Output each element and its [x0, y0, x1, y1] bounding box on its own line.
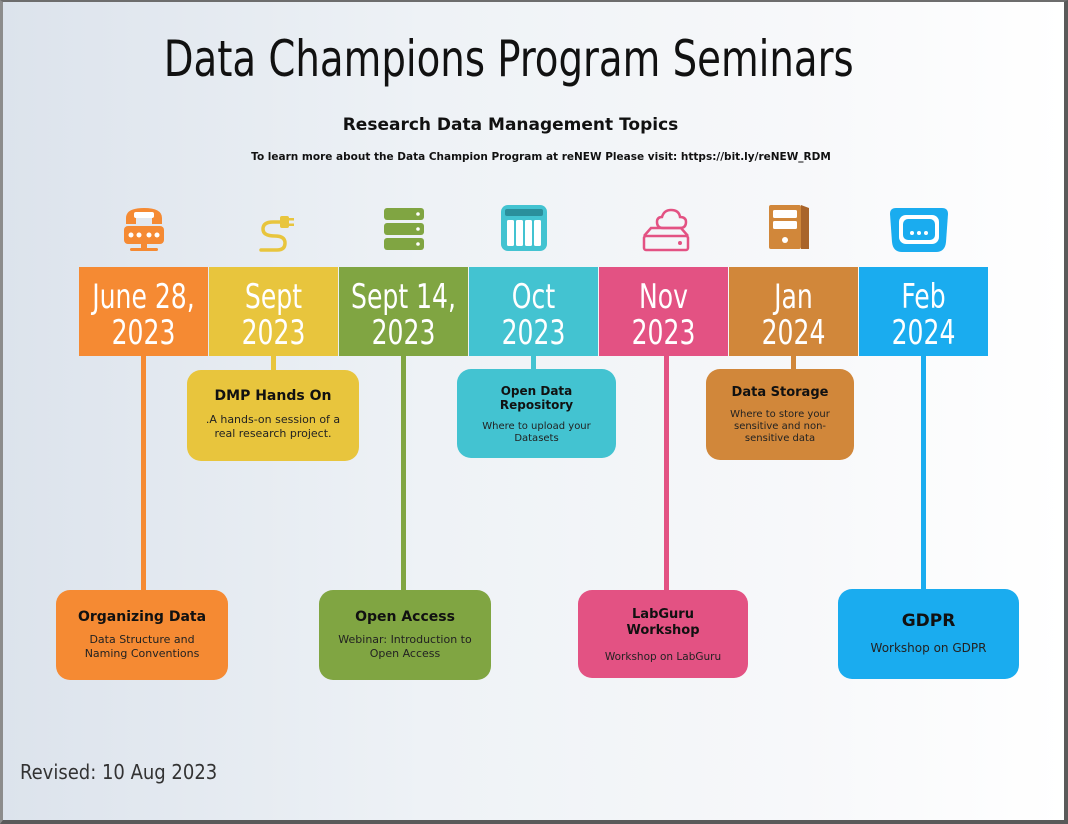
date-jan-2024: Jan 2024: [729, 267, 858, 356]
date-line: Nov: [639, 277, 688, 317]
date-year: 2023: [111, 313, 176, 353]
telephone-icon: [124, 208, 164, 251]
connector-line: [531, 356, 536, 374]
info-text: To learn more about the Data Champion Pr…: [251, 151, 831, 163]
connector-line: [921, 356, 926, 594]
date-line: June 28,: [92, 277, 195, 317]
event-card-open-access: Open Access Webinar: Introduction to Ope…: [319, 590, 491, 680]
storage-drive-icon: [501, 205, 547, 251]
server-stack-icon: [384, 208, 424, 250]
event-description: .A hands-on session of a real research p…: [205, 413, 341, 440]
computer-tower-icon: [769, 205, 809, 249]
event-description: Workshop on LabGuru: [604, 651, 722, 663]
connector-line: [141, 356, 146, 594]
connector-line: [271, 356, 276, 374]
event-description: Data Structure and Naming Conventions: [84, 633, 200, 660]
event-title: DMP Hands On: [214, 388, 332, 404]
event-description: Where to upload your Datasets: [482, 421, 591, 444]
event-description: Where to store your sensitive and non-se…: [730, 409, 830, 444]
date-line: Feb: [901, 277, 946, 317]
page-subtitle: Research Data Management Topics: [342, 115, 679, 135]
event-card-data-storage: Data Storage Where to store your sensiti…: [706, 369, 854, 460]
event-title: Open Data Repository: [499, 384, 574, 412]
event-card-labguru-workshop: LabGuru Workshop Workshop on LabGuru: [578, 590, 748, 678]
connector-line: [401, 356, 406, 594]
event-description: Webinar: Introduction to Open Access: [338, 633, 472, 660]
date-year: 2024: [761, 313, 826, 353]
revision-date: Revised: 10 Aug 2023: [20, 760, 218, 784]
event-description: Workshop on GDPR: [870, 641, 987, 655]
date-line: Oct: [511, 277, 556, 317]
date-sept-2023: Sept 2023: [209, 267, 338, 356]
date-nov-2023: Nov 2023: [599, 267, 728, 356]
date-line: Sept 14,: [351, 277, 456, 317]
event-title: LabGuru Workshop: [626, 607, 700, 638]
timeline-poster: Data Champions Program Seminars Research…: [3, 2, 1064, 820]
page-title: Data Champions Program Seminars: [163, 30, 854, 88]
date-oct-2023: Oct 2023: [469, 267, 598, 356]
monitor-icon: [890, 208, 948, 252]
event-card-organizing-data: Organizing Data Data Structure and Namin…: [56, 590, 228, 680]
connector-line: [664, 356, 669, 594]
date-year: 2023: [631, 313, 696, 353]
event-card-open-data-repository: Open Data Repository Where to upload you…: [457, 369, 616, 458]
event-card-dmp-hands-on: DMP Hands On .A hands-on session of a re…: [187, 370, 359, 461]
event-title: Data Storage: [731, 385, 829, 400]
date-year: 2023: [241, 313, 306, 353]
event-title: Organizing Data: [77, 609, 207, 625]
cloud-drive-icon: [642, 208, 690, 252]
date-line: Sept: [244, 277, 303, 317]
date-year: 2024: [891, 313, 956, 353]
date-sept-14-2023: Sept 14, 2023: [339, 267, 468, 356]
cable-plug-icon: [259, 216, 294, 252]
event-card-gdpr: GDPR Workshop on GDPR: [838, 589, 1019, 679]
event-title: GDPR: [901, 611, 956, 631]
connector-line: [791, 356, 796, 374]
date-feb-2024: Feb 2024: [859, 267, 988, 356]
date-year: 2023: [501, 313, 566, 353]
date-june-28-2023: June 28, 2023: [79, 267, 208, 356]
date-year: 2023: [371, 313, 436, 353]
date-line: Jan: [774, 277, 813, 317]
event-title: Open Access: [355, 609, 455, 625]
